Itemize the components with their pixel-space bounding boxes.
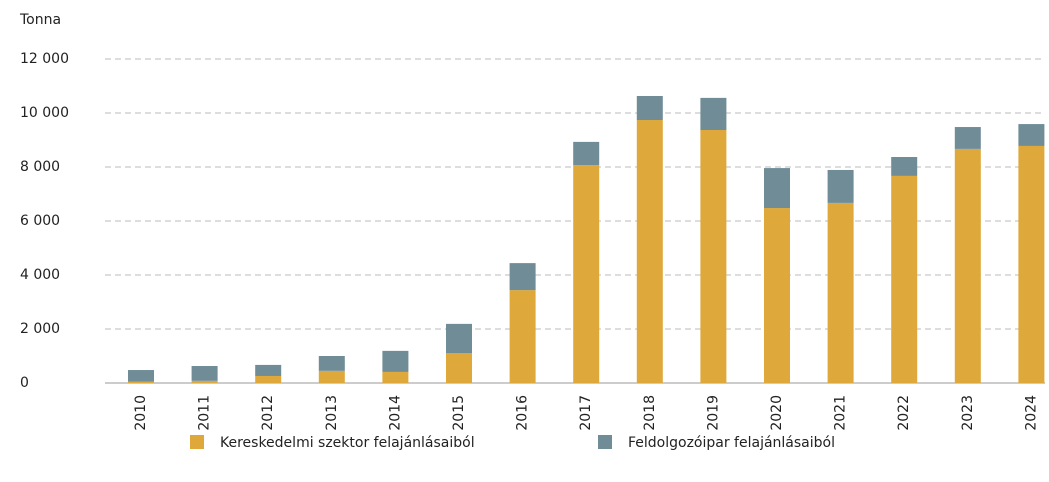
y-tick-label: 2 000 bbox=[20, 321, 60, 337]
bar-segment bbox=[827, 169, 854, 203]
bar-segment bbox=[446, 323, 472, 354]
bar-segment bbox=[891, 175, 918, 383]
y-tick-label: 12 000 bbox=[20, 51, 69, 67]
bar-segment bbox=[573, 165, 600, 383]
bar-segment bbox=[255, 364, 282, 376]
x-tick-label: 2024 bbox=[1023, 395, 1039, 431]
bar-segment bbox=[446, 353, 472, 383]
x-tick-label: 2020 bbox=[769, 395, 785, 431]
bar-segment bbox=[700, 97, 727, 131]
bar-segment bbox=[509, 263, 536, 291]
bar-segment bbox=[255, 375, 282, 383]
x-tick-label: 2021 bbox=[833, 395, 849, 431]
bar-segment bbox=[954, 127, 981, 149]
bar-segment bbox=[1018, 145, 1045, 383]
bar-segment bbox=[827, 202, 854, 383]
bar-segment bbox=[509, 290, 536, 383]
bar-segment bbox=[954, 148, 981, 383]
bar-segment bbox=[764, 168, 790, 209]
x-tick-label: 2019 bbox=[705, 395, 721, 431]
legend-swatch bbox=[190, 435, 204, 449]
y-tick-label: 4 000 bbox=[20, 267, 60, 283]
legend-swatch bbox=[598, 435, 612, 449]
legend-label: Kereskedelmi szektor felajánlásaiból bbox=[220, 435, 475, 451]
bar-segment bbox=[1018, 124, 1045, 146]
y-tick-label: 6 000 bbox=[20, 213, 60, 229]
bar-segment bbox=[128, 381, 154, 383]
x-tick-label: 2022 bbox=[896, 395, 912, 431]
bar-segment bbox=[700, 130, 727, 383]
x-tick-label: 2010 bbox=[133, 395, 149, 431]
bar-segment bbox=[636, 120, 663, 384]
x-tick-label: 2017 bbox=[578, 395, 594, 431]
x-tick-label: 2016 bbox=[515, 395, 531, 431]
bar-segment bbox=[318, 356, 345, 371]
x-tick-label: 2012 bbox=[260, 395, 276, 431]
y-tick-label: 0 bbox=[20, 375, 29, 391]
bar-segment bbox=[764, 208, 790, 383]
bar-segment bbox=[191, 380, 218, 383]
bar-segment bbox=[382, 350, 409, 372]
bar-segment bbox=[573, 141, 600, 166]
bar-segment bbox=[382, 371, 409, 383]
bar-segment bbox=[636, 95, 663, 121]
y-axis-label: Tonna bbox=[19, 12, 61, 28]
bar-segment bbox=[891, 157, 918, 176]
bar-segment bbox=[128, 370, 154, 382]
legend-label: Feldolgozóipar felajánlásaiból bbox=[628, 435, 835, 451]
x-tick-label: 2023 bbox=[960, 395, 976, 431]
bar-segment bbox=[191, 365, 218, 381]
x-tick-label: 2013 bbox=[324, 395, 340, 431]
x-tick-label: 2011 bbox=[197, 395, 213, 431]
y-tick-label: 10 000 bbox=[20, 105, 69, 121]
x-tick-label: 2018 bbox=[642, 395, 658, 431]
y-tick-label: 8 000 bbox=[20, 159, 60, 175]
x-tick-label: 2015 bbox=[451, 395, 467, 431]
x-tick-label: 2014 bbox=[387, 395, 403, 431]
bar-segment bbox=[318, 370, 345, 383]
